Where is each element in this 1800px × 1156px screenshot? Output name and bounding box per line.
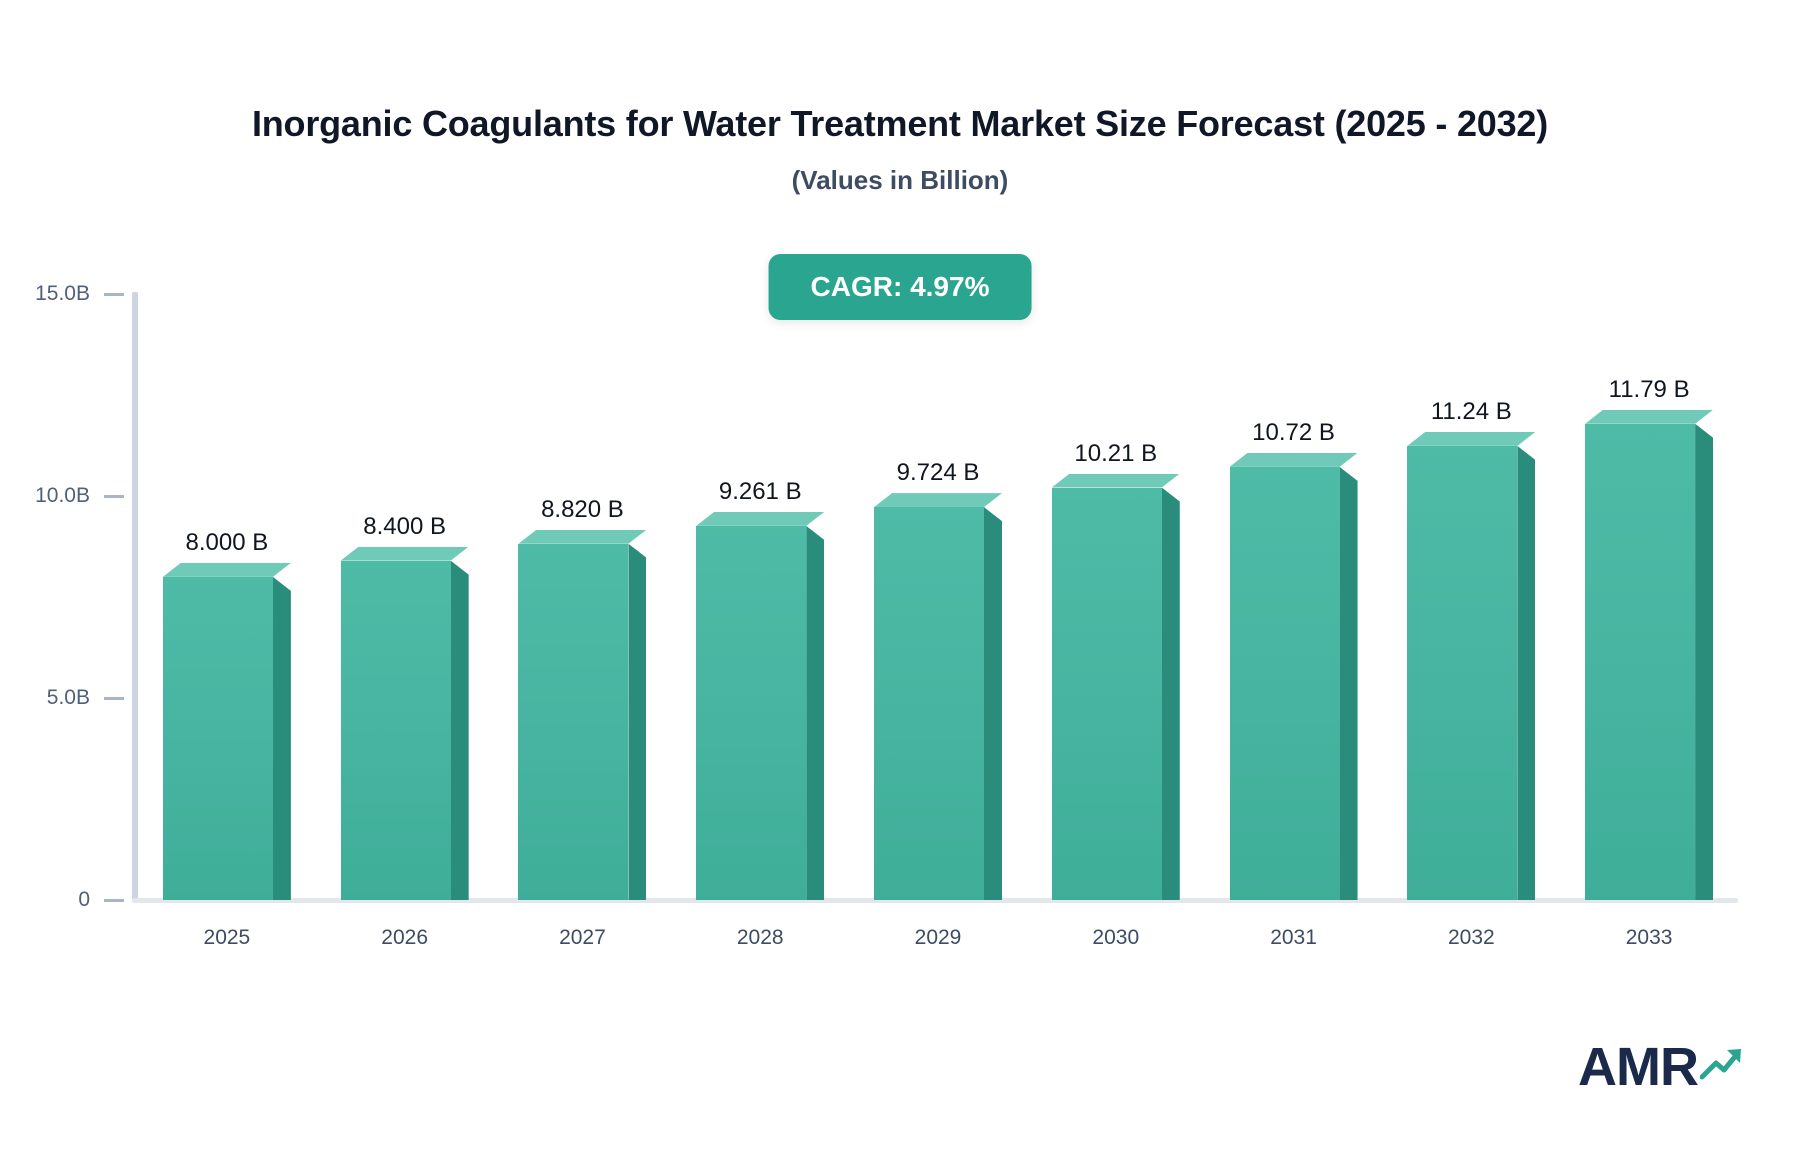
- bar-top-face: [518, 529, 647, 544]
- bar-group: 10.72 B 2031: [1229, 419, 1358, 949]
- bar-group: 9.724 B 2029: [874, 459, 1002, 949]
- bar-value-label: 10.72 B: [1252, 418, 1335, 446]
- bar-top-face: [1407, 431, 1536, 446]
- bar-front-face: [874, 507, 984, 900]
- bar[interactable]: [340, 546, 469, 900]
- y-axis-tick: 15.0B: [35, 282, 124, 306]
- bar-group: 9.261 B 2028: [696, 478, 825, 949]
- title-block: Inorganic Coagulants for Water Treatment…: [0, 102, 1800, 196]
- bar-side-face: [984, 507, 1002, 900]
- x-axis-tick-label: 2028: [736, 926, 784, 949]
- chart-subtitle: (Values in Billion): [791, 165, 1009, 196]
- bar-side-face: [1161, 487, 1180, 900]
- bar-top-face: [874, 493, 1002, 508]
- y-axis-tick-mark: [104, 292, 124, 296]
- bar-value-label: 9.724 B: [896, 459, 980, 487]
- y-axis-tick: 10.0B: [35, 484, 124, 508]
- bar-front-face: [696, 525, 807, 900]
- bar-front-face: [162, 576, 273, 900]
- bar-top-face: [162, 562, 291, 577]
- bar-front-face: [518, 543, 629, 900]
- plot-area: 15.0B 10.0B 5.0B 0 8.000 B 2025 8.400 B 2026 8.…: [35, 282, 1738, 949]
- x-axis-tick-label: 2029: [914, 926, 962, 949]
- bar-group: 8.820 B 2027: [518, 496, 647, 949]
- y-axis-line: [132, 292, 138, 902]
- bar-group: 11.24 B 2032: [1407, 398, 1536, 949]
- bar[interactable]: [518, 529, 647, 900]
- y-axis-tick-label: 5.0B: [46, 686, 90, 709]
- bar-value-label: 9.261 B: [718, 477, 802, 505]
- y-axis-tick-mark: [104, 494, 124, 498]
- x-axis-tick-label: 2032: [1447, 926, 1495, 949]
- bar-front-face: [1585, 423, 1696, 900]
- x-axis-tick-label: 2026: [381, 926, 429, 949]
- amr-wordmark: AMR: [1578, 1037, 1699, 1097]
- bar-front-face: [1229, 466, 1340, 900]
- bar-top-face: [1585, 409, 1714, 424]
- bar[interactable]: [1407, 431, 1536, 900]
- growth-arrow-icon: [1699, 1043, 1744, 1088]
- bar-side-face: [1517, 445, 1536, 900]
- bar-group: 8.000 B 2025: [162, 529, 291, 949]
- bar-value-label: 11.24 B: [1430, 397, 1512, 425]
- y-axis-tick-mark: [104, 696, 124, 700]
- bar-value-label: 8.000 B: [185, 528, 269, 556]
- bar-side-face: [450, 560, 469, 900]
- bar[interactable]: [162, 562, 291, 900]
- bar-side-face: [1695, 423, 1714, 900]
- y-axis-tick-label: 0: [78, 888, 90, 911]
- y-axis-tick: 5.0B: [47, 686, 124, 710]
- cagr-badge: CAGR: 4.97%: [768, 254, 1032, 320]
- amr-logo: AMR: [1578, 1040, 1744, 1094]
- bar-top-face: [696, 511, 825, 526]
- bar-side-face: [628, 543, 647, 900]
- bar-front-face: [1407, 445, 1518, 900]
- bar[interactable]: [1229, 452, 1358, 900]
- bar[interactable]: [1585, 409, 1714, 900]
- bar-group: 11.79 B 2033: [1585, 376, 1714, 949]
- bar-front-face: [340, 560, 451, 900]
- x-axis-tick-label: 2027: [559, 926, 606, 949]
- bar-top-face: [1051, 473, 1180, 488]
- y-axis-tick-mark: [104, 898, 124, 902]
- x-axis-line: [132, 898, 1738, 903]
- bar-top-face: [1229, 452, 1358, 467]
- bar-value-label: 8.820 B: [541, 495, 624, 523]
- bar-value-label: 11.79 B: [1608, 375, 1690, 403]
- bar-group: 10.21 B 2030: [1051, 440, 1180, 949]
- bar-value-label: 8.400 B: [363, 512, 447, 540]
- x-axis-tick-label: 2031: [1270, 926, 1317, 949]
- bar[interactable]: [696, 511, 825, 900]
- bar-front-face: [1051, 487, 1162, 900]
- bar-side-face: [1339, 466, 1358, 900]
- x-axis-tick-label: 2025: [203, 926, 251, 949]
- y-axis-tick: 0: [78, 888, 124, 912]
- bar[interactable]: [1051, 473, 1180, 900]
- x-axis-tick-label: 2030: [1092, 926, 1140, 949]
- chart-title: Inorganic Coagulants for Water Treatment…: [251, 103, 1549, 144]
- y-axis-tick-label: 15.0B: [35, 282, 90, 305]
- bar-side-face: [806, 525, 825, 900]
- x-axis-tick-label: 2033: [1625, 926, 1673, 949]
- bar-value-label: 10.21 B: [1074, 439, 1158, 467]
- y-axis-tick-label: 10.0B: [35, 484, 90, 507]
- bar-group: 8.400 B 2026: [340, 513, 469, 949]
- bar[interactable]: [874, 493, 1002, 900]
- bar-side-face: [272, 576, 291, 900]
- bar-series: 8.000 B 2025 8.400 B 2026 8.820 B 2027 9.261 B…: [138, 294, 1738, 949]
- bar-top-face: [340, 546, 469, 561]
